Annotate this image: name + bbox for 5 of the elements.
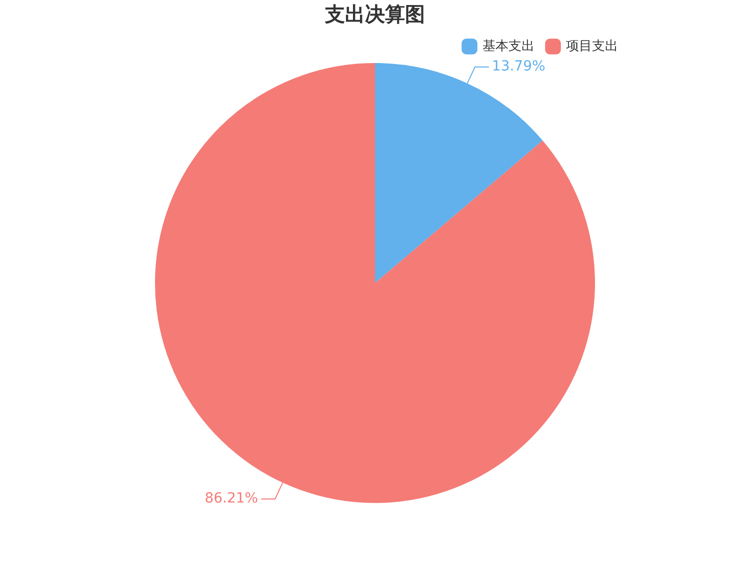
data-label: 86.21% — [204, 490, 258, 507]
data-label: 13.79% — [492, 58, 546, 75]
chart-title: 支出决算图 — [324, 2, 425, 26]
legend-label: 基本支出 — [482, 38, 534, 54]
legend-label: 项目支出 — [566, 38, 618, 54]
